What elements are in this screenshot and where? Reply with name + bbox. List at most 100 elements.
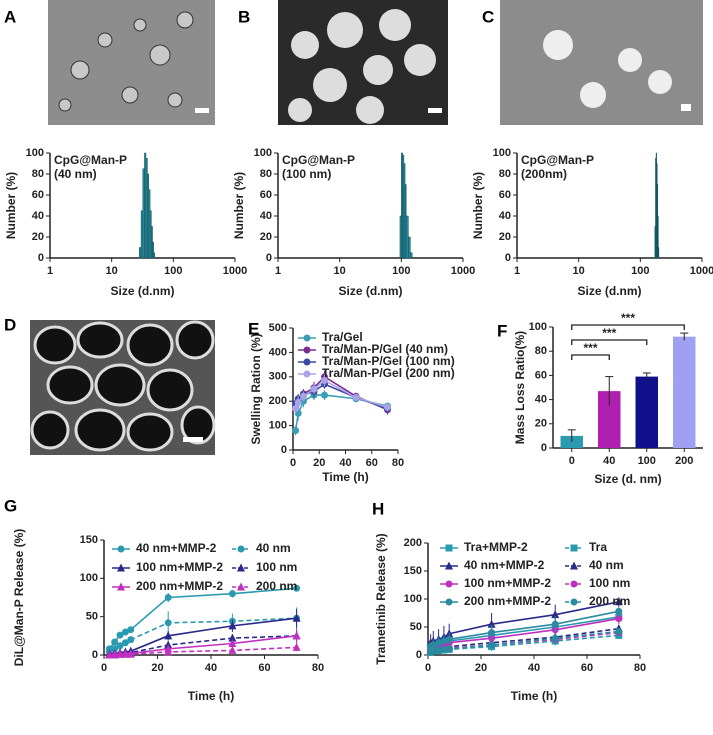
y-axis-label: Number (%) bbox=[232, 172, 246, 239]
y-axis-label: Trametinib Release (%) bbox=[374, 533, 388, 664]
data-point bbox=[294, 398, 302, 406]
annotation: (200nm) bbox=[521, 167, 567, 181]
x-tick-label: 1000 bbox=[690, 265, 713, 277]
y-tick-label: 50 bbox=[86, 611, 98, 623]
legend-marker bbox=[570, 544, 578, 552]
bar bbox=[673, 336, 696, 448]
legend-marker bbox=[237, 563, 245, 572]
x-tick-label: 10 bbox=[573, 265, 585, 277]
legend-label: Tra/Man-P/Gel (40 nm) bbox=[322, 342, 448, 356]
histogram-bar bbox=[152, 242, 154, 259]
legend-label: Tra/Man-P/Gel (200 nm) bbox=[322, 366, 455, 380]
data-point bbox=[440, 637, 448, 645]
x-tick-label: 1 bbox=[275, 265, 281, 277]
x-axis-label: Time (h) bbox=[322, 470, 368, 484]
data-point bbox=[228, 639, 237, 647]
histogram-bar bbox=[658, 247, 660, 259]
annotation: (40 nm) bbox=[54, 167, 97, 181]
x-tick-label: 100 bbox=[631, 265, 649, 277]
y-tick-label: 40 bbox=[260, 210, 272, 222]
x-tick-label: 60 bbox=[366, 457, 378, 469]
y-axis-label: Mass Loss Ratio(%) bbox=[513, 331, 527, 444]
legend-label: 40 nm+MMP-2 bbox=[464, 558, 545, 572]
histogram-bar bbox=[138, 247, 142, 259]
legend-label: Tra/Man-P/Gel (100 nm) bbox=[322, 354, 455, 368]
x-tick-label: 80 bbox=[634, 662, 646, 674]
data-point bbox=[615, 607, 623, 615]
panel-label: D bbox=[4, 315, 16, 334]
significance-bracket bbox=[571, 354, 610, 360]
data-point bbox=[488, 629, 496, 637]
x-tick-label: 1000 bbox=[223, 265, 247, 277]
x-tick-label: 20 bbox=[151, 662, 163, 674]
y-tick-label: 0 bbox=[92, 649, 98, 661]
x-tick-label: 40 bbox=[528, 662, 540, 674]
y-tick-label: 100 bbox=[254, 147, 272, 159]
panel-label: F bbox=[497, 321, 507, 340]
panel-label: B bbox=[238, 7, 250, 26]
legend-label: 200 nm bbox=[589, 594, 630, 608]
annotation: CpG@Man-P bbox=[521, 153, 594, 167]
data-point bbox=[551, 634, 559, 642]
y-tick-label: 20 bbox=[499, 231, 511, 243]
y-tick-label: 50 bbox=[410, 621, 422, 633]
x-tick-label: 0 bbox=[425, 662, 431, 674]
legend-marker bbox=[570, 561, 578, 570]
data-point bbox=[551, 620, 559, 628]
x-tick-label: 0 bbox=[101, 662, 107, 674]
data-point bbox=[127, 626, 135, 634]
histogram-bar bbox=[408, 236, 411, 259]
y-tick-label: 60 bbox=[260, 189, 272, 201]
x-axis-label: Size (d.nm) bbox=[338, 284, 402, 298]
legend-label: 100 nm+MMP-2 bbox=[136, 560, 223, 574]
data-point bbox=[435, 639, 443, 647]
legend-label: 100 nm+MMP-2 bbox=[464, 576, 551, 590]
sem-image-d bbox=[30, 320, 216, 455]
data-point bbox=[228, 645, 237, 654]
y-tick-label: 100 bbox=[26, 147, 44, 159]
annotation: CpG@Man-P bbox=[54, 153, 127, 167]
series-line bbox=[109, 646, 297, 656]
y-tick-label: 40 bbox=[499, 210, 511, 222]
histogram-bar bbox=[405, 215, 409, 259]
legend-label: 100 nm bbox=[256, 560, 297, 574]
y-tick-label: 60 bbox=[499, 189, 511, 201]
y-axis-label: Swelling Ration (%) bbox=[249, 333, 263, 444]
x-tick-label: 80 bbox=[312, 662, 324, 674]
y-tick-label: 500 bbox=[269, 322, 287, 334]
x-tick-label: 100 bbox=[164, 265, 182, 277]
data-point bbox=[292, 405, 300, 413]
y-tick-label: 100 bbox=[404, 593, 422, 605]
y-tick-label: 40 bbox=[535, 394, 547, 406]
legend-label: 40 nm bbox=[256, 541, 291, 555]
data-point bbox=[292, 613, 301, 622]
data-point bbox=[614, 597, 623, 606]
tem-image-b bbox=[278, 0, 448, 125]
legend-marker bbox=[237, 545, 245, 553]
x-tick-label: 200 bbox=[675, 455, 693, 467]
y-tick-label: 200 bbox=[269, 395, 287, 407]
y-tick-label: 0 bbox=[38, 252, 44, 264]
x-tick-label: 0 bbox=[569, 455, 575, 467]
data-point bbox=[487, 619, 496, 628]
series-line bbox=[430, 617, 619, 649]
data-point bbox=[435, 646, 443, 654]
legend-marker bbox=[117, 563, 125, 572]
x-tick-label: 40 bbox=[603, 455, 615, 467]
y-tick-label: 80 bbox=[535, 345, 547, 357]
data-point bbox=[488, 641, 496, 649]
y-tick-label: 100 bbox=[80, 572, 98, 584]
data-point bbox=[116, 649, 125, 658]
y-tick-label: 80 bbox=[260, 168, 272, 180]
x-tick-label: 20 bbox=[313, 457, 325, 469]
data-point bbox=[116, 631, 124, 639]
x-tick-label: 100 bbox=[638, 455, 656, 467]
y-tick-label: 40 bbox=[32, 210, 44, 222]
y-tick-label: 100 bbox=[269, 420, 287, 432]
data-point bbox=[321, 391, 328, 399]
legend-marker bbox=[445, 544, 453, 552]
data-point bbox=[292, 642, 301, 651]
y-tick-label: 80 bbox=[32, 168, 44, 180]
legend-label: Tra bbox=[589, 540, 607, 554]
